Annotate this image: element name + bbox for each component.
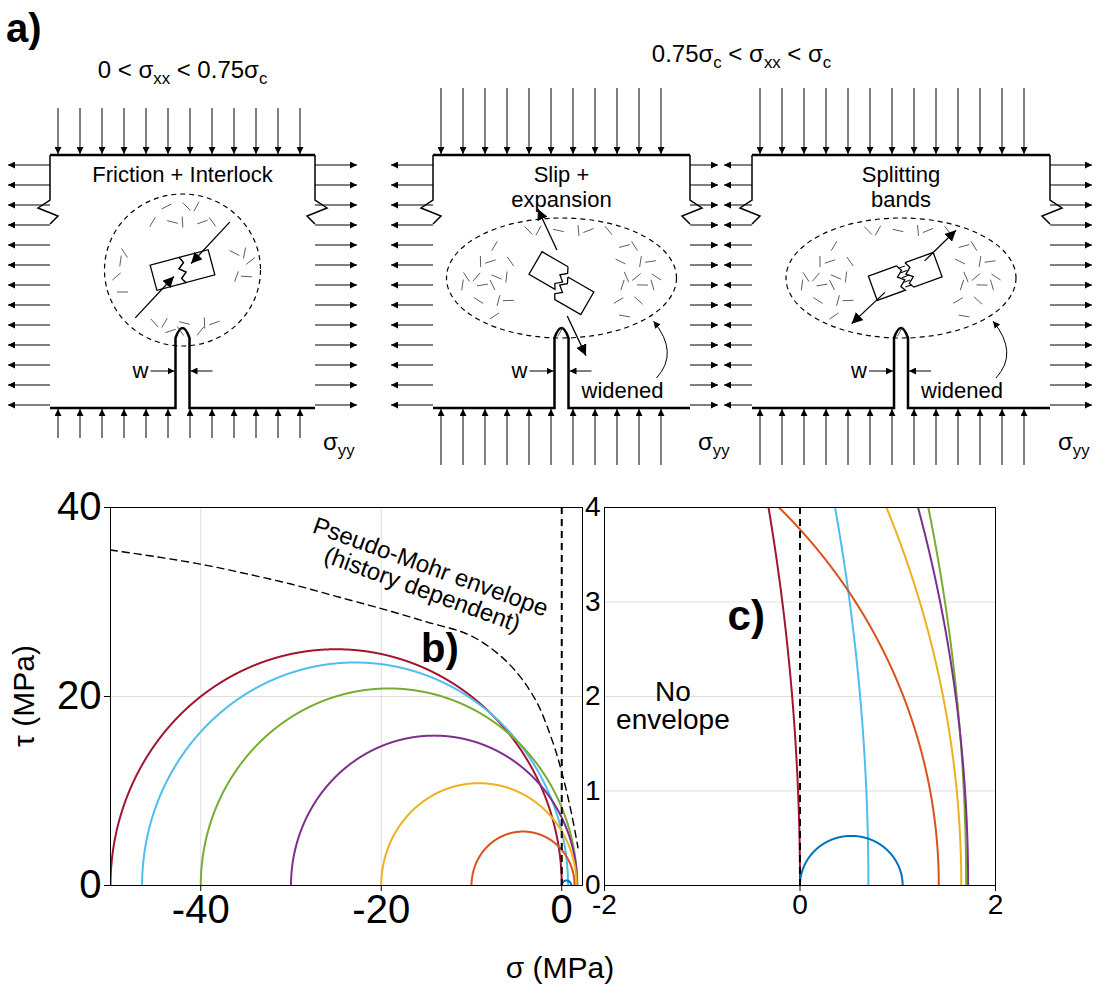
svg-text:b): b) xyxy=(421,626,459,670)
html-text:σ (MPa): σ (MPa) xyxy=(505,951,615,984)
svg-text:widened: widened xyxy=(581,378,664,403)
svg-text:bands: bands xyxy=(871,187,931,212)
svg-text:0: 0 xyxy=(551,887,573,931)
svg-text:0: 0 xyxy=(584,869,601,901)
svg-text:2: 2 xyxy=(585,680,601,711)
svg-text:a): a) xyxy=(6,6,42,50)
svg-text:0: 0 xyxy=(792,889,808,920)
svg-text:Slip +: Slip + xyxy=(534,162,590,187)
svg-text:widened: widened xyxy=(920,378,1003,403)
svg-text:c): c) xyxy=(728,592,765,639)
svg-text:σyy: σyy xyxy=(1058,428,1090,460)
svg-text:Friction + Interlock: Friction + Interlock xyxy=(92,162,273,187)
svg-text:-2: -2 xyxy=(592,889,617,920)
svg-text:Splitting: Splitting xyxy=(862,162,940,187)
svg-text:4: 4 xyxy=(585,491,601,522)
svg-text:-20: -20 xyxy=(352,887,410,931)
svg-text:3: 3 xyxy=(585,586,601,617)
svg-text:Noenvelope: Noenvelope xyxy=(616,676,730,735)
svg-text:0 < σxx < 0.75σc: 0 < σxx < 0.75σc xyxy=(98,56,268,88)
svg-text:20: 20 xyxy=(57,673,102,717)
svg-text:0: 0 xyxy=(79,862,101,906)
svg-text:expansion: expansion xyxy=(511,187,611,212)
svg-text:1: 1 xyxy=(585,775,601,806)
svg-text:-40: -40 xyxy=(172,887,230,931)
html-text:τ (MPa): τ (MPa) xyxy=(7,645,40,747)
svg-text:Pseudo-Mohr envelope(history d: Pseudo-Mohr envelope(history dependent) xyxy=(301,511,552,644)
svg-text:w: w xyxy=(850,358,867,383)
svg-text:w: w xyxy=(511,358,528,383)
svg-text:w: w xyxy=(132,358,149,383)
svg-text:40: 40 xyxy=(57,484,102,528)
svg-text:0.75σc < σxx < σc: 0.75σc < σxx < σc xyxy=(652,40,831,72)
svg-text:σyy: σyy xyxy=(323,428,355,460)
svg-text:σyy: σyy xyxy=(698,428,730,460)
svg-text:2: 2 xyxy=(988,889,1004,920)
